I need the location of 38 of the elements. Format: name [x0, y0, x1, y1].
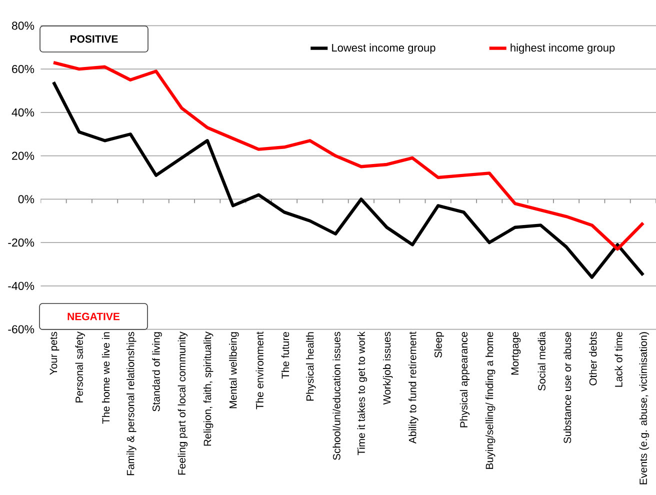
x-tick-label: The home we live in [102, 332, 110, 424]
x-tick-label: Lack of time [614, 332, 622, 387]
x-tick-label: School/uni/education issues [332, 332, 340, 460]
x-tick-label: Buying/selling/ finding a home [486, 332, 496, 469]
y-tick-label: 80% [12, 22, 34, 30]
y-tick-label: 60% [12, 65, 34, 74]
y-tick-label: 40% [12, 108, 34, 117]
x-tick-label: Physical appearance [460, 332, 470, 428]
legend-label: highest income group [510, 44, 615, 54]
x-tick-label: Feeling part of local community [178, 332, 188, 475]
x-tick-label: Other debts [589, 332, 597, 386]
y-tick-label: -40% [8, 282, 34, 290]
x-tick-label: Social media [538, 332, 546, 391]
x-tick-label: Your pets [50, 332, 60, 375]
line-series [52, 60, 645, 251]
x-tick-label: Family & personal relationships [126, 332, 136, 476]
x-tick-label: Standard of living [152, 332, 162, 412]
x-tick-label: The future [281, 332, 290, 379]
x-tick-label: The environment [256, 332, 264, 410]
y-tick-label: -60% [8, 325, 34, 334]
annotation: POSITIVE [70, 35, 118, 43]
x-tick-label: Work/job issues [382, 332, 393, 405]
y-tick-label: 20% [12, 152, 34, 160]
annotation: NEGATIVE [68, 312, 120, 320]
x-tick-label: Physical health [306, 332, 316, 401]
x-tick-label: Religion, faith, spirituality [203, 332, 214, 446]
x-tick-label: Mortgage [511, 332, 521, 375]
y-tick-label: 0% [18, 195, 34, 204]
x-tick-label: Time it takes to get to work [357, 332, 368, 456]
y-tick-label: -20% [8, 238, 34, 247]
x-tick-label: Substance use or abuse [563, 332, 572, 444]
legend-label: Lowest income group [332, 44, 436, 54]
x-tick-label: Ability to fund retirement [408, 332, 418, 444]
x-tick-label: Events (e.g. abuse, victimisation) [639, 332, 650, 484]
x-tick-label: Mental wellbeing [229, 332, 239, 408]
x-tick-label: Sleep [434, 332, 444, 358]
x-tick-label: Personal safety [75, 332, 85, 402]
line-series [52, 80, 645, 279]
